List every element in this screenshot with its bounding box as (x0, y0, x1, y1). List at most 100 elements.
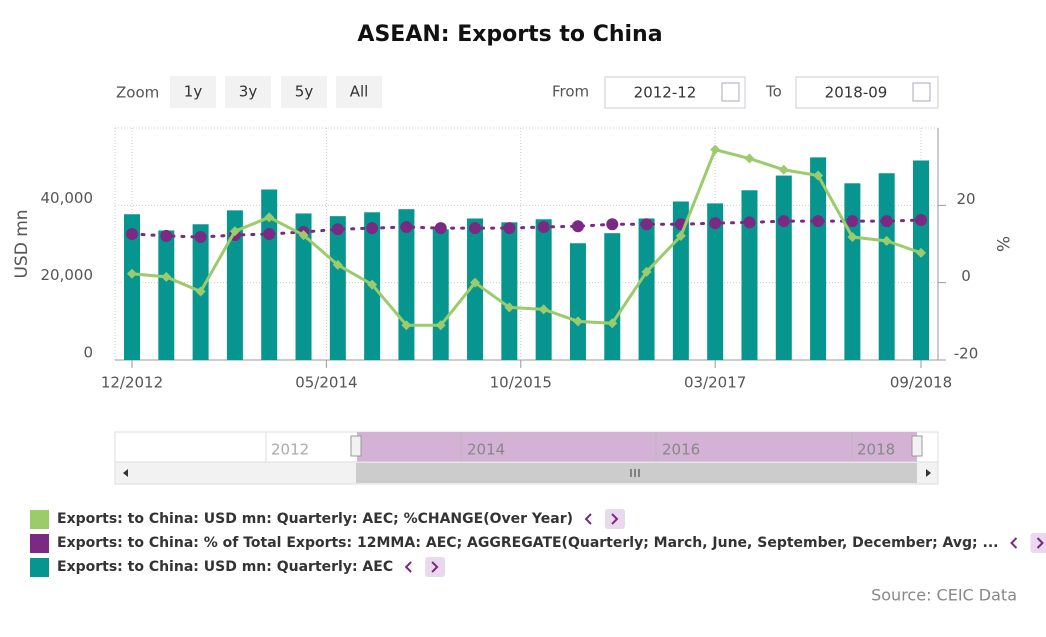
x-tick-label: 10/2015 (490, 374, 552, 392)
bar (913, 160, 929, 360)
zoom-button[interactable] (225, 76, 271, 108)
legend-label[interactable]: Exports: to China: % of Total Exports: 1… (57, 535, 998, 551)
y2-tick-label: 0 (961, 267, 971, 285)
x-tick-label: 05/2014 (295, 374, 357, 392)
to-value[interactable]: 2018-09 (825, 84, 888, 102)
y2-tick-label: 20 (956, 190, 975, 208)
legend-next-bg[interactable] (425, 557, 446, 577)
diamond-marker (298, 230, 309, 241)
dot-marker (880, 215, 893, 228)
legend-swatch (30, 558, 49, 577)
dot-marker (743, 216, 756, 229)
navigator-label: 2018 (857, 441, 895, 459)
scroll-left[interactable] (123, 469, 128, 477)
source: Source: CEIC Data (871, 586, 1017, 605)
x-tick-label: 09/2018 (890, 374, 952, 392)
dot-marker (777, 215, 790, 228)
diamond-marker (538, 304, 549, 315)
zoom-button-label[interactable]: 3y (239, 83, 258, 101)
legend-swatch (30, 510, 49, 529)
diamond-marker (367, 279, 378, 290)
legend-next[interactable] (431, 561, 439, 573)
zoom-button-label[interactable]: 1y (184, 83, 203, 101)
chart-title: ASEAN: Exports to China (357, 22, 662, 47)
calendar-icon[interactable] (912, 82, 931, 102)
dot-marker (503, 222, 516, 235)
diamond-marker (641, 266, 652, 277)
zoom-button[interactable] (170, 76, 216, 108)
x-tick-label: 12/2012 (101, 374, 163, 392)
diamond-marker (847, 232, 858, 243)
bar (604, 233, 621, 360)
legend-next[interactable] (611, 513, 619, 525)
scrollbar-grip (630, 469, 640, 477)
navigator-label: 2014 (467, 441, 505, 459)
bar (226, 210, 243, 360)
bar (810, 157, 827, 360)
diamond-marker (195, 286, 206, 297)
bar (432, 229, 449, 360)
navigator-range[interactable] (357, 432, 917, 462)
diamond-marker (401, 320, 412, 331)
to-input[interactable] (795, 76, 939, 109)
dot-marker (469, 222, 482, 235)
legend-next-bg[interactable] (1030, 533, 1046, 553)
dot-marker (194, 231, 207, 244)
diamond-marker (710, 144, 721, 155)
from-value[interactable]: 2012-12 (634, 84, 697, 102)
diamond-marker (881, 235, 892, 246)
scroll-right[interactable] (926, 469, 931, 477)
dot-marker (537, 220, 550, 233)
bar (844, 183, 861, 360)
diamond-marker (161, 271, 172, 282)
legend-label[interactable]: Exports: to China: USD mn: Quarterly: AE… (57, 511, 573, 527)
calendar-icon[interactable] (721, 82, 740, 102)
bar (741, 190, 758, 360)
dot-marker (571, 220, 584, 233)
diamond-marker (127, 268, 137, 279)
navigator-handle[interactable] (350, 435, 362, 457)
bar (501, 222, 518, 360)
diamond-marker (470, 277, 481, 288)
legend: Exports: to China: USD mn: Quarterly: AE… (30, 509, 1046, 577)
dot-marker (126, 227, 138, 240)
y-tick-label: 40,000 (41, 189, 94, 207)
dot-marker (640, 218, 653, 231)
dot-marker (812, 215, 825, 228)
zoom-button-label[interactable]: 5y (295, 83, 314, 101)
zoom-button[interactable] (281, 76, 327, 108)
zoom-button-label[interactable]: All (350, 83, 369, 101)
bar (124, 214, 140, 360)
bar (158, 230, 175, 360)
bar (638, 218, 655, 360)
y2-axis-label: % (992, 236, 1012, 252)
zoom-button[interactable] (336, 76, 382, 108)
bar (707, 203, 724, 360)
dot-marker (434, 222, 447, 235)
legend-next[interactable] (1036, 537, 1044, 549)
bar (569, 243, 586, 360)
diamond-marker (332, 259, 343, 270)
to-label: To (765, 83, 782, 101)
dot-marker (366, 222, 379, 235)
legend-prev[interactable] (404, 561, 412, 573)
dot-marker (915, 214, 927, 227)
diamond-marker (264, 212, 275, 223)
navigator-label: 2016 (662, 441, 700, 459)
legend-prev[interactable] (584, 513, 592, 525)
dot-marker (263, 227, 276, 240)
y-axis-label: USD mn (12, 209, 32, 278)
line (131, 147, 922, 327)
y-tick-label: 20,000 (41, 266, 94, 284)
dot-marker (709, 217, 722, 230)
legend-prev[interactable] (1010, 537, 1018, 549)
navigator-handle[interactable] (911, 435, 923, 457)
bar (878, 173, 895, 360)
legend-next-bg[interactable] (605, 509, 625, 529)
diamond-marker (675, 230, 686, 241)
bar (775, 175, 792, 360)
scrollbar-thumb[interactable] (356, 463, 917, 483)
dot-marker (606, 218, 619, 231)
diamond-marker (916, 247, 926, 258)
legend-label[interactable]: Exports: to China: USD mn: Quarterly: AE… (57, 559, 393, 575)
